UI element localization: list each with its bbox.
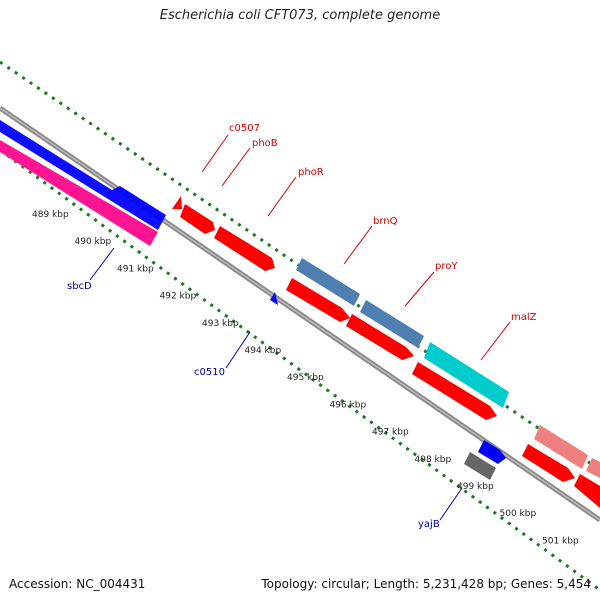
label-phoR: phoR xyxy=(298,167,324,178)
label-brnQ: brnQ xyxy=(373,216,398,227)
reverse-genes xyxy=(270,278,600,508)
accession-text: Accession: NC_004431 xyxy=(9,577,146,591)
gene-proY[interactable] xyxy=(360,300,424,348)
tick-label: 496 kbp xyxy=(330,400,367,410)
map-title: Escherichia coli CFT073, complete genome xyxy=(159,8,441,23)
inner-tick-track xyxy=(0,148,600,592)
tick-label: 491 kbp xyxy=(117,264,154,274)
tick-label: 499 kbp xyxy=(457,482,494,492)
label-proY: proY xyxy=(435,261,458,272)
gene-red-1[interactable] xyxy=(286,278,350,322)
gene-phoR[interactable] xyxy=(214,226,275,271)
gene-salmon-2 xyxy=(586,458,600,478)
label-leaders xyxy=(89,134,511,521)
gene-yajB-gray[interactable] xyxy=(464,452,496,480)
gene-red-4[interactable] xyxy=(522,444,575,482)
forward-genes xyxy=(0,120,600,478)
tick-label: 495 kbp xyxy=(287,373,324,383)
label-malZ: malZ xyxy=(511,312,537,323)
tick-label: 501 kbp xyxy=(542,536,579,546)
gene-c0510[interactable] xyxy=(270,292,278,305)
gene-red-3[interactable] xyxy=(412,362,497,420)
gene-c0507[interactable] xyxy=(172,196,182,209)
gene-brnQ[interactable] xyxy=(296,258,360,306)
label-c0507: c0507 xyxy=(229,123,260,134)
gene-phoB[interactable] xyxy=(180,204,215,234)
gene-red-5[interactable] xyxy=(574,474,600,508)
tick-label: 490 kbp xyxy=(75,237,112,247)
label-yajB: yajB xyxy=(418,519,440,530)
tick-label: 493 kbp xyxy=(202,319,239,329)
topology-summary: Topology: circular; Length: 5,231,428 bp… xyxy=(261,577,591,591)
label-sbcD: sbcD xyxy=(67,281,92,292)
tick-label: 498 kbp xyxy=(415,455,452,465)
gene-malZ[interactable] xyxy=(424,342,509,408)
gene-yajB-blue[interactable] xyxy=(478,440,506,464)
tick-label: 497 kbp xyxy=(372,428,409,438)
gene-salmon[interactable] xyxy=(534,425,588,469)
gene-labels: c0507 phoB phoR brnQ proY malZ sbcD c051… xyxy=(67,123,537,530)
tick-label: 494 kbp xyxy=(245,346,282,356)
tick-labels: 489 kbp 490 kbp 491 kbp 492 kbp 493 kbp 494 k… xyxy=(32,210,579,546)
tick-label: 492 kbp xyxy=(160,292,197,302)
label-phoB: phoB xyxy=(252,138,278,149)
gene-pink[interactable] xyxy=(0,140,158,246)
tick-label: 500 kbp xyxy=(500,509,537,519)
tick-label: 489 kbp xyxy=(32,210,69,220)
gene-blue-upper[interactable] xyxy=(0,120,166,230)
label-c0510: c0510 xyxy=(194,367,225,378)
gene-red-2[interactable] xyxy=(346,314,414,360)
